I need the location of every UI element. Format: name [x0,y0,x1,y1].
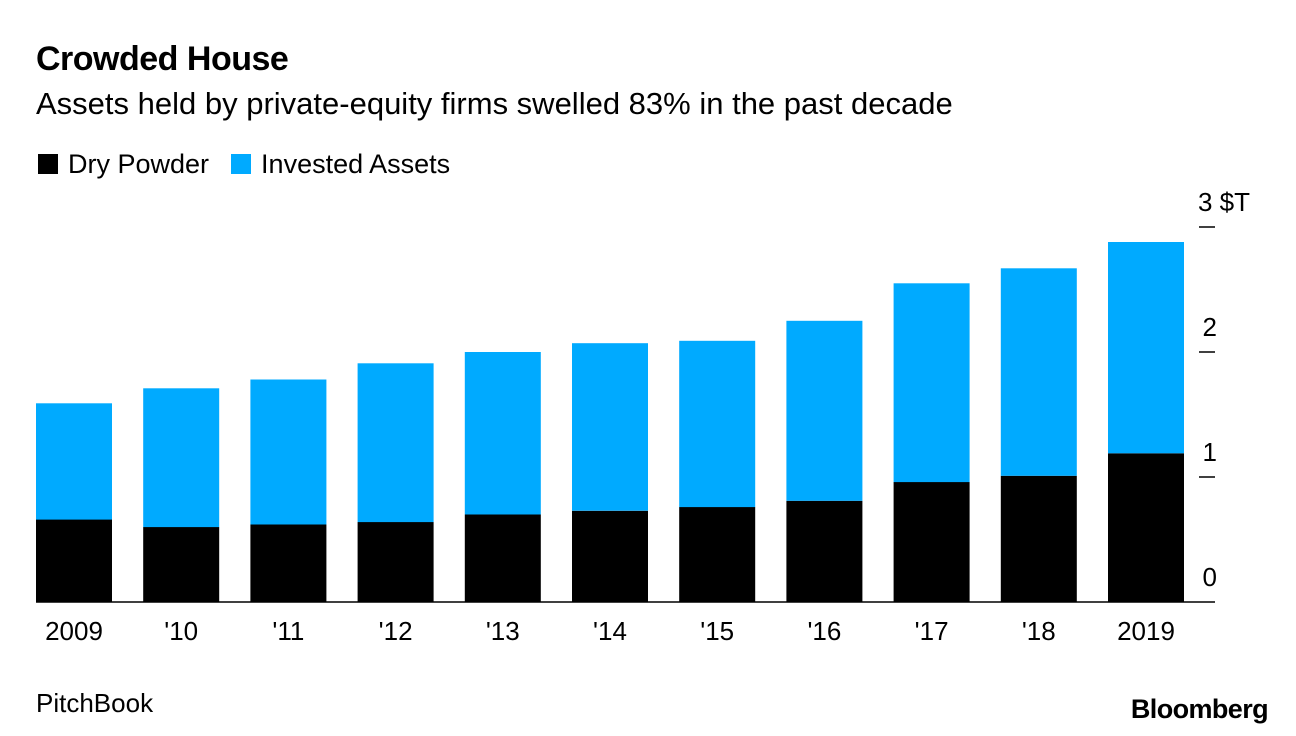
bar-dry-powder-6 [679,507,756,602]
bar-dry-powder-5 [572,510,648,603]
bar-invested-assets-6 [679,340,756,508]
legend-item-dry-powder: Dry Powder [38,149,209,180]
bar-invested-assets-8 [893,283,970,483]
bar-dry-powder-4 [464,514,541,602]
x-tick-label: '17 [915,616,949,646]
x-tick-label: '16 [807,616,841,646]
bar-invested-assets-4 [464,352,541,515]
x-tick-label: '10 [164,616,198,646]
legend-label-dry-powder: Dry Powder [68,148,210,179]
bar-dry-powder-8 [893,482,970,602]
legend-item-invested-assets: Invested Assets [231,149,450,180]
y-tick-label: 1 [1203,437,1217,467]
x-tick-label: '12 [379,616,413,646]
y-tick-label: 3 $T [1198,187,1250,217]
legend-swatch-invested-assets [231,154,252,174]
bar-invested-assets-1 [143,388,220,528]
bar-invested-assets-0 [36,403,112,520]
chart-subtitle: Assets held by private-equity firms swel… [36,86,953,121]
bar-dry-powder-1 [143,527,220,602]
x-tick-label: '11 [272,616,304,646]
bar-dry-powder-7 [786,500,863,603]
x-tick-label: 2009 [45,616,103,646]
x-tick-label: '18 [1022,616,1056,646]
bar-invested-assets-5 [572,343,648,511]
y-tick-label: 2 [1203,312,1217,342]
x-tick-label: 2019 [1117,616,1175,646]
legend-swatch-dry-powder [38,154,58,174]
y-tick-label: 0 [1203,562,1217,592]
bar-invested-assets-3 [357,363,434,523]
chart-title: Crowded House [36,40,289,78]
x-tick-label: '14 [593,616,627,646]
bar-invested-assets-9 [1000,268,1077,476]
source-note: PitchBook [36,688,154,718]
bar-dry-powder-10 [1108,453,1184,603]
x-tick-label: '13 [486,616,520,646]
x-tick-label: '15 [700,616,734,646]
bar-dry-powder-9 [1000,475,1077,603]
bar-invested-assets-2 [250,379,327,525]
bar-dry-powder-0 [36,519,112,602]
bar-dry-powder-3 [357,522,434,602]
bar-invested-assets-7 [786,320,863,501]
bar-dry-powder-2 [250,524,327,602]
legend: Dry Powder Invested Assets [38,148,472,180]
bar-invested-assets-10 [1108,242,1184,454]
legend-label-invested-assets: Invested Assets [261,148,451,179]
bloomberg-logo: Bloomberg [1130,694,1269,724]
